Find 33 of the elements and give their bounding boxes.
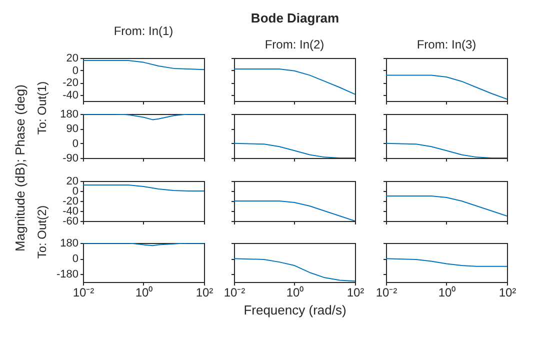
y-tick-label: -90 [62,152,78,164]
y-tick-label: 0 [72,64,78,77]
chart-title: From: In(3) [416,38,476,52]
y-tick-label: 180 [60,238,78,250]
y-tick-label: 20 [66,52,78,64]
x-tick-label: 10⁰ [286,286,304,300]
y-axis-title: To: Out(1) [35,81,49,135]
y-tick-label: -40 [62,206,78,218]
x-tick-label: 10⁻² [376,286,398,300]
y-tick-label: -180 [56,268,78,281]
x-tick-label: 10² [498,286,516,300]
y-tick-label: 0 [72,186,78,198]
y-tick-label: -20 [62,77,78,90]
y-tick-label: 20 [66,176,78,188]
chart-title: From: In(1) [114,24,174,38]
y-tick-label: -40 [62,89,78,102]
x-tick-label: 10² [346,286,364,300]
x-tick-label: 10⁰ [135,286,153,300]
text: Magnitude (dB); Phase (deg) [12,84,28,252]
chart-title: From: In(2) [264,38,324,52]
y-axis-title: To: Out(2) [35,205,49,259]
x-tick-label: 10⁰ [438,286,456,300]
x-axis-title: Frequency (rad/s) [244,302,346,318]
y-tick-label: -60 [62,216,78,228]
y-tick-label: 0 [72,138,78,150]
y-tick-label: 180 [60,108,78,120]
x-tick-label: 10² [196,286,214,300]
x-tick-label: 10⁻² [224,286,246,300]
x-tick-label: 10⁻² [72,286,94,300]
text: Bode Diagram [250,10,340,26]
y-tick-label: 0 [72,253,78,266]
y-tick-label: 90 [66,123,78,136]
y-tick-label: -20 [62,196,78,208]
